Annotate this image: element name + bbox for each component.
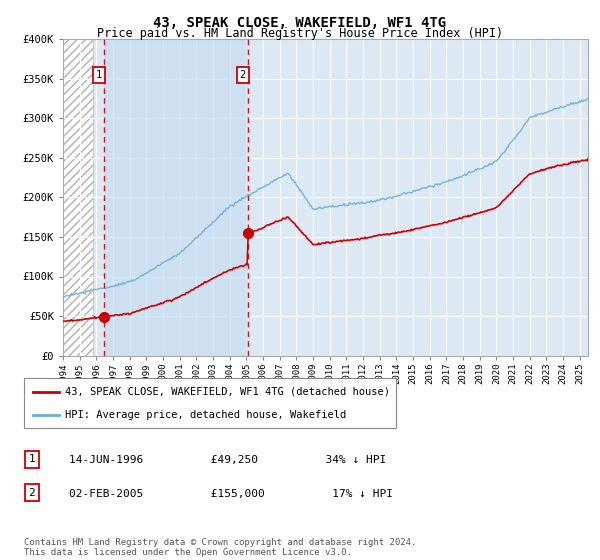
Text: Contains HM Land Registry data © Crown copyright and database right 2024.
This d: Contains HM Land Registry data © Crown c… bbox=[24, 538, 416, 557]
Text: 1: 1 bbox=[96, 70, 102, 80]
Text: 2: 2 bbox=[28, 488, 35, 498]
Text: HPI: Average price, detached house, Wakefield: HPI: Average price, detached house, Wake… bbox=[65, 410, 346, 420]
FancyBboxPatch shape bbox=[24, 378, 396, 428]
Bar bbox=[63, 39, 93, 356]
Text: 02-FEB-2005          £155,000          17% ↓ HPI: 02-FEB-2005 £155,000 17% ↓ HPI bbox=[69, 489, 393, 499]
Text: 2: 2 bbox=[240, 70, 246, 80]
FancyBboxPatch shape bbox=[25, 451, 39, 468]
Bar bbox=[104, 39, 248, 356]
FancyBboxPatch shape bbox=[25, 484, 39, 501]
Text: 43, SPEAK CLOSE, WAKEFIELD, WF1 4TG (detached house): 43, SPEAK CLOSE, WAKEFIELD, WF1 4TG (det… bbox=[65, 386, 390, 396]
Text: 43, SPEAK CLOSE, WAKEFIELD, WF1 4TG: 43, SPEAK CLOSE, WAKEFIELD, WF1 4TG bbox=[154, 16, 446, 30]
Text: 1: 1 bbox=[28, 454, 35, 464]
Text: Price paid vs. HM Land Registry's House Price Index (HPI): Price paid vs. HM Land Registry's House … bbox=[97, 27, 503, 40]
Text: 14-JUN-1996          £49,250          34% ↓ HPI: 14-JUN-1996 £49,250 34% ↓ HPI bbox=[69, 455, 386, 465]
